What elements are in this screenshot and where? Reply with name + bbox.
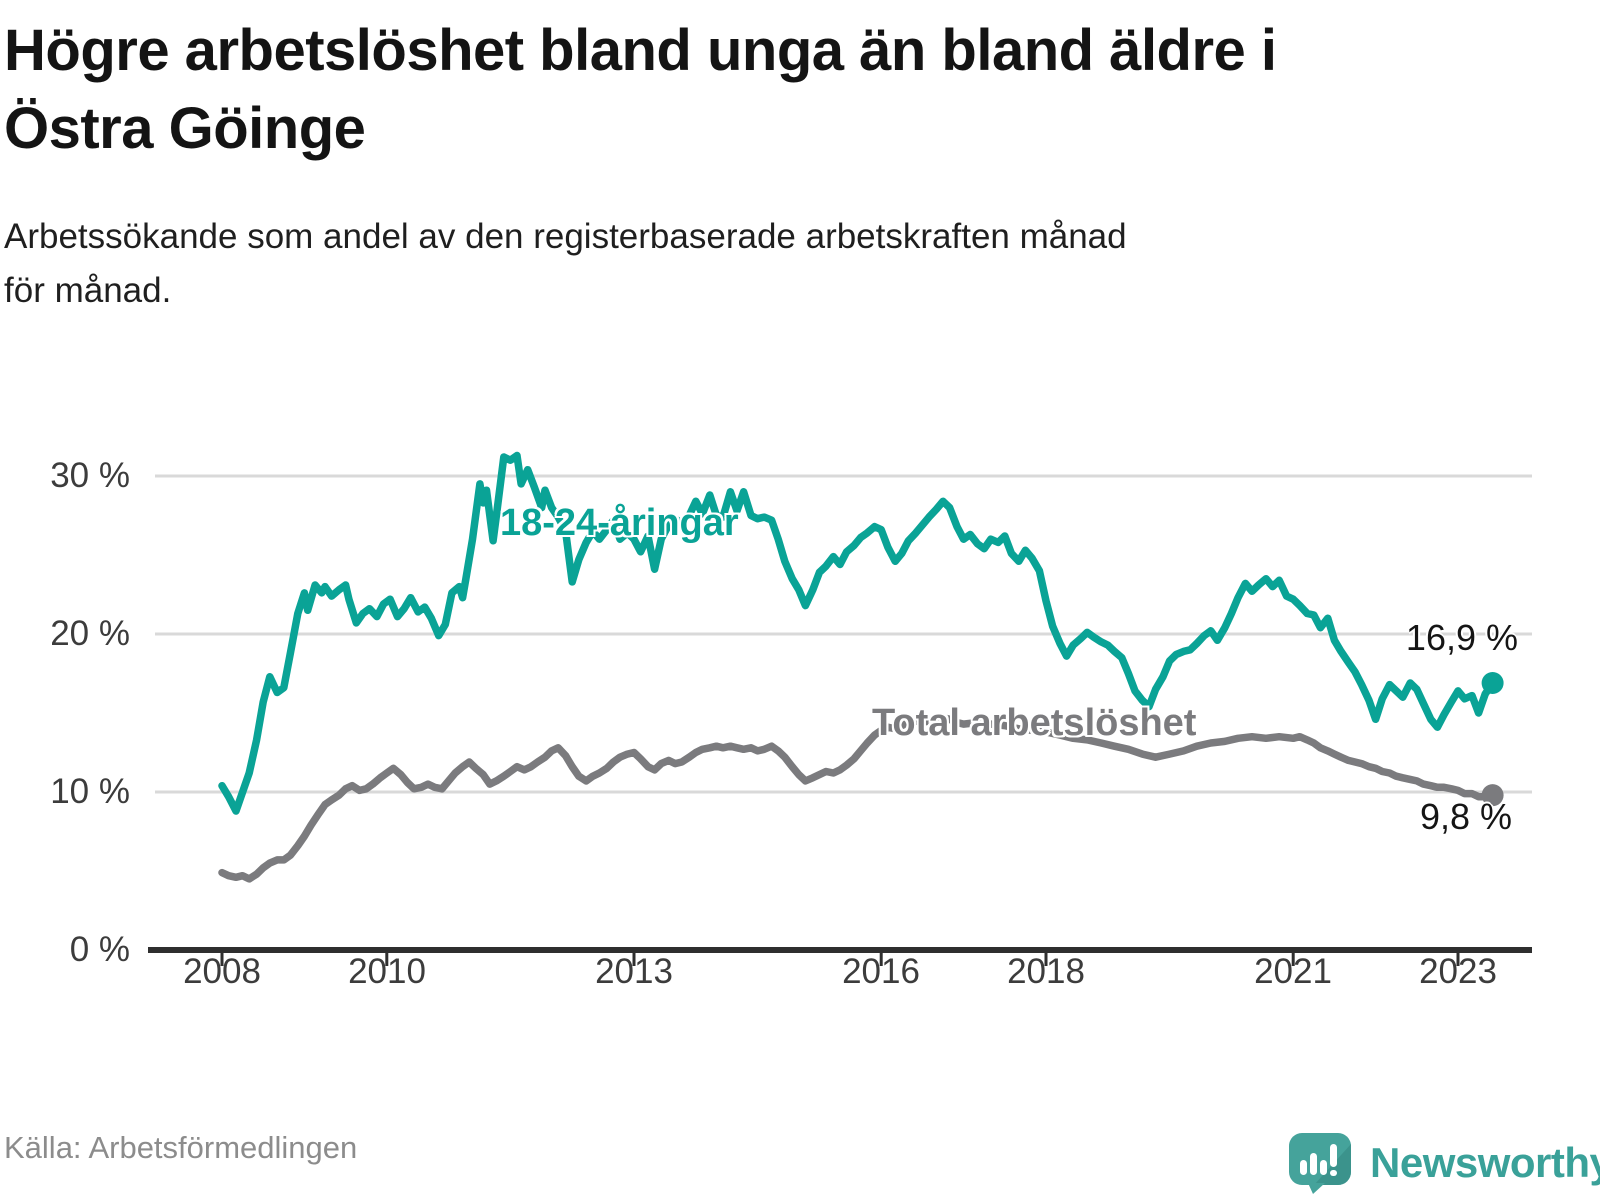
series-label-young: 18-24-åringar — [500, 502, 739, 544]
source-note: Källa: Arbetsförmedlingen — [4, 1130, 358, 1165]
y-axis-tick-10: 10 % — [50, 772, 130, 811]
series-label-total: Total arbetslöshet — [872, 702, 1197, 744]
x-axis-tick-2018: 2018 — [1007, 952, 1085, 991]
chart-subtitle: Arbetssökande som andel av den registerb… — [4, 210, 1564, 318]
chart-subtitle-line1: Arbetssökande som andel av den registerb… — [4, 217, 1127, 256]
x-axis-tick-2021: 2021 — [1254, 952, 1332, 991]
y-axis-tick-0: 0 % — [69, 930, 130, 969]
y-axis-tick-30: 30 % — [50, 456, 130, 495]
page-title: Högre arbetslöshet bland unga än bland ä… — [4, 12, 1574, 168]
x-axis-tick-2010: 2010 — [348, 952, 426, 991]
y-axis-tick-20: 20 % — [50, 614, 130, 653]
page-title-line1: Högre arbetslöshet bland unga än bland ä… — [4, 18, 1277, 83]
x-axis-tick-2016: 2016 — [842, 952, 920, 991]
page-title-line2: Östra Göinge — [4, 96, 366, 161]
x-axis-tick-2023: 2023 — [1419, 952, 1497, 991]
newsworthy-brand: Newsworthy — [1288, 1132, 1600, 1194]
x-axis-tick-2013: 2013 — [595, 952, 673, 991]
x-axis-tick-2008: 2008 — [183, 952, 261, 991]
end-value-total: 9,8 % — [1419, 796, 1512, 837]
newsworthy-brand-text: Newsworthy — [1370, 1139, 1600, 1186]
chart-subtitle-line2: för månad. — [4, 271, 172, 310]
end-value-young: 16,9 % — [1405, 617, 1518, 658]
newsworthy-logo-icon — [1289, 1133, 1351, 1194]
